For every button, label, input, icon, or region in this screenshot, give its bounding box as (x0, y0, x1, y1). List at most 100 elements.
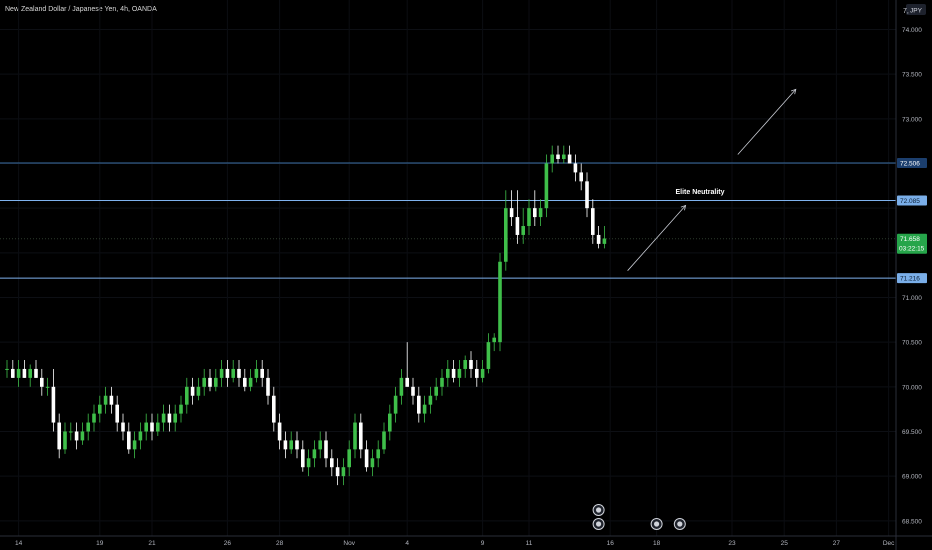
candle-body (196, 386, 201, 396)
candle-body (364, 449, 369, 468)
candle-body (533, 208, 537, 218)
time-tick-label: Dec (883, 540, 895, 547)
event-icon-core (654, 521, 660, 527)
candle-body (16, 368, 21, 378)
time-tick-label: 11 (526, 540, 533, 547)
candle-body (272, 395, 276, 423)
arrows (627, 88, 797, 271)
candle-body (318, 440, 322, 450)
arrow-head (790, 88, 797, 95)
candle-body (330, 458, 334, 468)
event-icon-core (677, 521, 683, 527)
candle-body (208, 377, 212, 387)
candle-body (585, 181, 589, 209)
level-price-label: 72.506 (900, 160, 920, 167)
candle-body (295, 440, 299, 450)
level-price-label: 72.085 (900, 198, 920, 205)
level-price-tag[interactable] (897, 195, 927, 206)
current-price-tag[interactable] (897, 233, 927, 254)
candle-body (63, 431, 67, 450)
price-tick-label: 68.500 (902, 518, 922, 525)
current-price-label: 71.658 (900, 236, 920, 243)
candle-body (179, 404, 183, 414)
candle-body (150, 422, 154, 432)
trend-arrow[interactable] (627, 205, 686, 271)
currency-prefix: 7, (903, 8, 909, 15)
candle-body (161, 413, 166, 423)
level-price-tag[interactable] (897, 157, 927, 168)
price-tick-label: 74.000 (902, 27, 922, 34)
event-icon-core (596, 521, 602, 527)
candle-body (405, 377, 409, 387)
candle-body (219, 368, 224, 378)
candle-body (469, 360, 473, 369)
candle-body (567, 154, 572, 164)
candle-body (98, 404, 102, 414)
candle-body (359, 422, 363, 450)
candle-body (40, 377, 44, 387)
candle-body (475, 368, 479, 378)
price-tick-label: 71.000 (902, 295, 922, 302)
candle-body (428, 395, 433, 405)
candle-body (231, 368, 235, 378)
candle-body (225, 368, 230, 378)
candle-body (527, 208, 531, 227)
candle-body (266, 377, 270, 396)
price-axis[interactable]: 74.000 73.500 73.000 71.000 70.500 70.000 69.5… (895, 0, 927, 550)
event-markers (592, 504, 686, 530)
candle-body (167, 413, 172, 423)
candle-body (138, 431, 143, 441)
candle-body (312, 449, 317, 459)
candle-body (347, 449, 351, 468)
price-tick-label: 70.500 (902, 340, 922, 347)
time-axis[interactable]: 14 19 21 26 28 Nov 4 9 11 16 18 23 25 27 Dec (0, 535, 932, 547)
time-tick-label: 25 (781, 540, 789, 547)
candle-body (277, 422, 282, 441)
candle-body (486, 342, 491, 369)
price-tick-label: 69.000 (902, 474, 922, 481)
time-tick-label: 4 (405, 540, 409, 547)
candle-body (22, 368, 27, 378)
candle-body (596, 234, 601, 244)
trend-arrow[interactable] (737, 89, 797, 155)
candle-body (515, 217, 520, 235)
countdown-label: 03:22:15 (899, 246, 925, 253)
level-price-label: 71.216 (900, 276, 920, 283)
level-price-tag[interactable] (897, 273, 927, 284)
candle-body (121, 422, 125, 432)
currency-label: JPY (910, 8, 923, 15)
time-tick-label: 21 (148, 540, 156, 547)
candle-body (51, 386, 56, 423)
candle-body (562, 154, 566, 160)
candle-body (144, 422, 148, 432)
candle-body (573, 163, 578, 173)
candle-body (190, 386, 195, 396)
candle-body (254, 368, 259, 378)
candle-body (289, 440, 293, 450)
candle-body (422, 404, 427, 414)
candle-body (440, 377, 444, 387)
candles (5, 145, 607, 486)
time-tick-label: 18 (653, 540, 661, 547)
time-tick-label: 26 (224, 540, 232, 547)
candle-body (451, 368, 456, 378)
currency-badge[interactable] (906, 4, 926, 15)
time-tick-label: 28 (276, 540, 284, 547)
price-tick-label: 73.500 (902, 72, 922, 79)
time-tick-label: 27 (833, 540, 841, 547)
candle-body (132, 440, 137, 450)
candle-body (492, 337, 496, 343)
candle-body (283, 440, 288, 450)
candle-body (399, 377, 404, 396)
event-icon-core (596, 507, 602, 513)
candle-body (115, 404, 119, 423)
candle-body (463, 360, 467, 369)
candle-body (393, 395, 398, 414)
candle-body (550, 154, 554, 164)
arrow-head (680, 204, 687, 211)
candle-body (45, 386, 50, 388)
candle-body (301, 449, 305, 468)
grid-lines (0, 0, 896, 536)
